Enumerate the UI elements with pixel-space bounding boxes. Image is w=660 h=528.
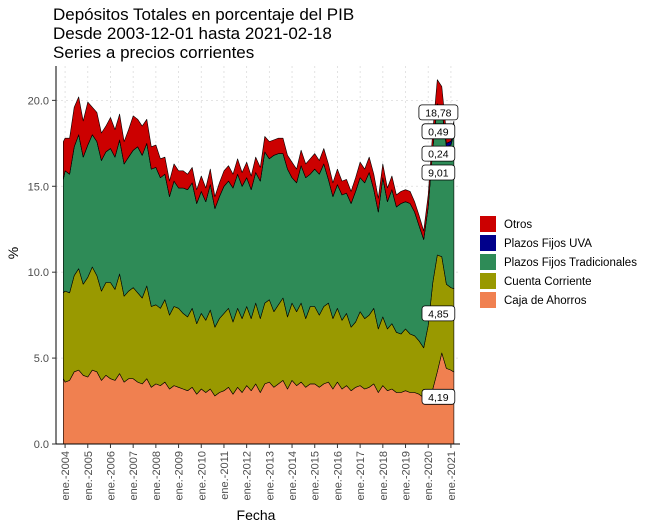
- data-label-1: 0,49: [428, 126, 449, 138]
- x-tick-label-14: ene.-2018: [378, 451, 390, 501]
- data-label-box-5: [421, 388, 456, 405]
- x-tick-label-6: ene.-2010: [196, 451, 208, 501]
- x-tick-label-15: ene.-2019: [401, 451, 413, 501]
- y-axis-title: %: [5, 247, 21, 259]
- data-label-box-1: [421, 123, 456, 140]
- y-tick-label-2: 10.0: [28, 267, 49, 279]
- data-label-0: 18,78: [425, 107, 451, 119]
- x-tick-label-9: ene.-2013: [264, 451, 276, 501]
- legend-swatch-plazos-fijos-uva: [480, 235, 496, 251]
- legend-swatch-plazos-fijos-tradicionales: [480, 254, 496, 270]
- x-tick-label-3: ene.-2007: [128, 451, 140, 501]
- x-axis-title: Fecha: [237, 507, 276, 523]
- legend-label-plazos-fijos-tradicionales: Plazos Fijos Tradicionales: [504, 257, 637, 269]
- legend-label-plazos-fijos-uva: Plazos Fijos UVA: [504, 238, 592, 250]
- area-series: [63, 79, 455, 445]
- x-tick-label-10: ene.-2014: [287, 451, 299, 501]
- data-label-4: 4,85: [428, 308, 449, 320]
- legend-swatch-caja-de-ahorros: [480, 292, 496, 308]
- y-tick-label-4: 20.0: [28, 95, 49, 107]
- x-tick-label-1: ene.-2005: [83, 451, 95, 501]
- data-label-5: 4,19: [428, 392, 449, 404]
- x-tick-label-12: ene.-2016: [332, 451, 344, 501]
- x-tick-label-5: ene.-2009: [174, 451, 186, 501]
- data-label-box-0: [418, 104, 459, 121]
- data-label-box-2: [421, 145, 456, 162]
- data-labels: 18,78 0,49 0,24 9,01 4,85 4,19: [418, 104, 459, 405]
- x-tick-label-2: ene.-2006: [106, 451, 118, 501]
- chart-title: Depósitos Totales en porcentaje del PIB: [53, 5, 354, 24]
- legend: Otros Plazos Fijos UVA Plazos Fijos Tradic…: [480, 216, 637, 308]
- y-tick-label-3: 15.0: [28, 181, 49, 193]
- x-tick-label-17: ene.-2021: [446, 451, 458, 501]
- chart-title-block: Depósitos Totales en porcentaje del PIB …: [53, 5, 354, 62]
- legend-swatch-otros: [480, 216, 496, 232]
- y-tick-label-0: 0.0: [34, 439, 49, 451]
- legend-label-otros: Otros: [504, 219, 532, 231]
- y-tick-label-1: 5.0: [34, 353, 49, 365]
- x-tick-label-7: ene.-2011: [219, 451, 231, 500]
- data-label-2: 0,24: [428, 149, 449, 161]
- legend-swatch-cuenta-corriente: [480, 273, 496, 289]
- x-tick-label-16: ene.-2020: [423, 451, 435, 501]
- legend-label-caja-de-ahorros: Caja de Ahorros: [504, 295, 587, 307]
- x-tick-label-13: ene.-2017: [355, 451, 367, 501]
- x-tick-label-8: ene.-2012: [242, 451, 254, 501]
- x-tick-label-11: ene.-2015: [310, 451, 322, 501]
- legend-label-cuenta-corriente: Cuenta Corriente: [504, 276, 592, 288]
- chart-subtitle-dates: Desde 2003-12-01 hasta 2021-02-18: [53, 24, 332, 43]
- data-label-box-3: [421, 164, 456, 181]
- x-tick-label-4: ene.-2008: [151, 451, 163, 501]
- chart-subtitle-prices: Series a precios corrientes: [53, 43, 254, 62]
- x-tick-label-0: ene.-2004: [60, 451, 72, 501]
- data-label-box-4: [421, 305, 456, 322]
- axes: 0.0 5.0 10.0 15.0 20.0 ene.-2004 ene.-2005 ene.…: [28, 66, 460, 501]
- data-label-3: 9,01: [428, 168, 449, 180]
